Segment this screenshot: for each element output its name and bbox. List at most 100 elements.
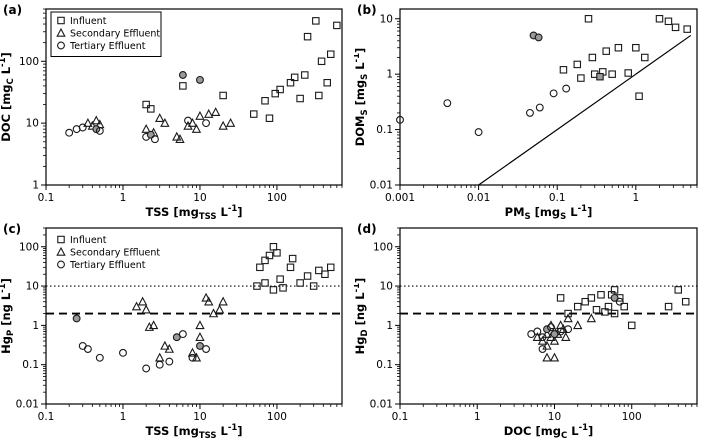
circle-marker: [196, 341, 204, 350]
circle-marker: [526, 108, 534, 117]
x-axis: 0.1 1 10 100: [38, 404, 343, 423]
y-tick-label: 0.1: [376, 359, 393, 371]
square-marker: [250, 110, 258, 118]
square-marker: [327, 263, 335, 272]
triangle-marker: [549, 335, 560, 345]
square-marker: [253, 282, 261, 290]
legend-label: Tertiary Effluent: [69, 260, 146, 271]
data-points: [527, 286, 690, 362]
y-tick-label: 0.01: [16, 399, 39, 411]
circle-marker: [57, 41, 65, 50]
square-marker: [655, 15, 664, 23]
y-tick-label: 10: [26, 281, 39, 293]
square-marker: [620, 302, 628, 311]
legend-label: Secondary Effluent: [70, 29, 160, 40]
square-marker: [587, 294, 596, 302]
y-axis: 0.01 0.1 1 10: [370, 13, 400, 192]
x-tick-label: 1: [120, 411, 127, 423]
circle-marker: [178, 71, 187, 79]
x-tick-label: 1: [632, 192, 639, 204]
circle-marker: [610, 293, 619, 302]
square-marker: [664, 302, 673, 311]
y-tick-label: 1: [386, 320, 393, 332]
square-marker: [276, 85, 284, 94]
circle-marker: [196, 75, 204, 84]
triangle-marker: [218, 120, 228, 130]
y-axis-label: DOMS [mgS L-1]: [354, 48, 370, 147]
square-marker: [219, 91, 227, 100]
triangle-marker: [549, 352, 560, 362]
x-tick-label: 1: [120, 192, 127, 204]
triangle-marker: [154, 113, 165, 122]
x-axis-label: PMS [mgS L-1]: [505, 204, 593, 219]
triangle-marker: [137, 296, 148, 306]
triangle-marker: [563, 313, 573, 323]
y-axis: 0.01 0.1 1 10 100: [370, 227, 400, 411]
y-axis-label: DOC [mgC L-1]: [0, 52, 16, 142]
triangle-marker: [204, 108, 214, 118]
triangle-marker: [225, 117, 236, 127]
y-axis: 1 10 100: [19, 8, 46, 192]
x-tick-label: 0.1: [38, 411, 55, 423]
square-marker: [323, 78, 331, 87]
square-marker: [261, 97, 269, 105]
y-tick-label: 0.1: [22, 359, 39, 371]
data-points: [72, 243, 335, 373]
square-marker: [296, 279, 304, 287]
circle-marker: [184, 116, 192, 125]
circle-marker: [172, 333, 181, 342]
circle-marker: [538, 345, 547, 353]
square-marker: [664, 17, 673, 26]
square-marker: [681, 297, 690, 306]
triangle-marker: [183, 120, 193, 130]
triangle-marker: [141, 123, 151, 133]
square-marker: [624, 69, 632, 77]
square-marker: [265, 251, 274, 260]
circle-marker: [95, 353, 104, 362]
y-tick-label: 1: [32, 320, 39, 332]
panel-label: (b): [357, 3, 377, 17]
square-marker: [317, 57, 326, 66]
circle-marker: [534, 33, 543, 42]
triangle-marker: [187, 347, 198, 357]
square-marker: [57, 235, 65, 244]
x-axis-label: TSS [mgTSS L-1]: [145, 204, 242, 219]
square-marker: [602, 47, 610, 55]
x-tick-label: 10: [193, 411, 206, 423]
square-marker: [627, 321, 636, 330]
square-marker: [573, 60, 582, 69]
square-marker: [581, 297, 589, 306]
y-tick-label: 100: [19, 241, 39, 253]
triangle-marker: [195, 332, 205, 341]
plot-frame: [399, 8, 698, 186]
x-tick-label: 0.1: [549, 192, 566, 204]
circle-marker: [443, 99, 452, 108]
triangle-marker: [160, 117, 170, 127]
square-marker: [671, 23, 680, 32]
data-points: [396, 15, 691, 137]
square-marker: [559, 66, 568, 74]
y-axis-label: HgD [ng L-1]: [354, 278, 370, 355]
panel-label: (a): [3, 3, 22, 17]
x-tick-label: 0.1: [38, 192, 55, 204]
square-marker: [674, 286, 682, 294]
circle-marker: [119, 348, 127, 357]
square-marker: [321, 270, 329, 278]
triangle-marker: [148, 320, 159, 330]
circle-marker: [535, 103, 544, 112]
square-marker: [577, 74, 585, 82]
circle-marker: [150, 135, 159, 144]
y-tick-label: 0.01: [370, 399, 393, 411]
x-tick-label: 0.1: [392, 411, 409, 423]
square-marker: [142, 100, 150, 109]
square-marker: [608, 70, 616, 78]
triangle-marker: [56, 246, 66, 256]
triangle-marker: [204, 296, 214, 306]
y-tick-label: 1: [386, 69, 393, 81]
square-marker: [312, 17, 320, 25]
x-tick-label: 100: [267, 192, 287, 204]
circle-marker: [155, 360, 164, 369]
